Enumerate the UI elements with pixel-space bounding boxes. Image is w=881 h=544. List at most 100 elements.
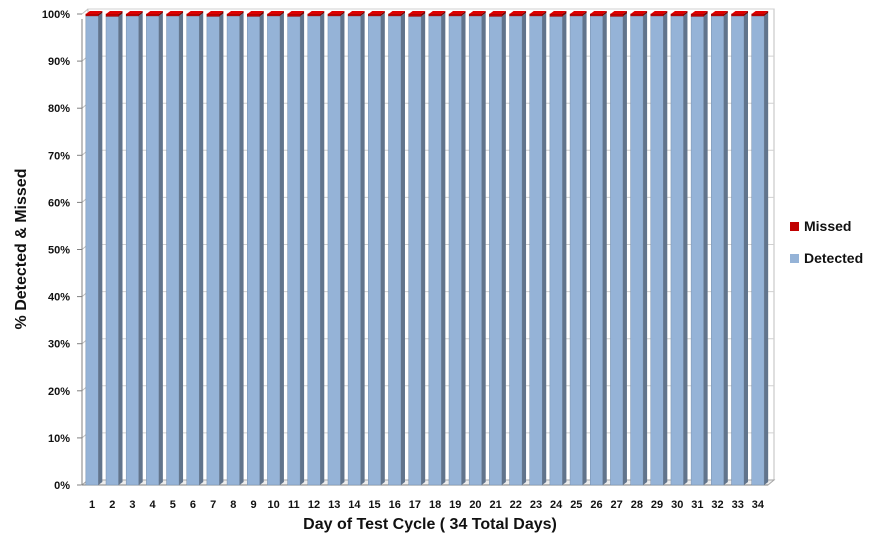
bar-detected-day-1: [85, 12, 103, 486]
bar-detected-day-19: [448, 12, 466, 486]
x-tick-label: 13: [328, 499, 340, 511]
bar-detected-day-33: [731, 12, 748, 486]
bar-missed-day-14: [347, 11, 365, 17]
bar-missed-day-21: [489, 11, 506, 17]
bar-detected-day-10: [267, 12, 284, 486]
bar-missed-day-2: [105, 11, 123, 17]
grid-lines: [81, 8, 775, 486]
bar-detected-day-34: [751, 12, 769, 486]
bar-missed-day-25: [569, 11, 587, 17]
bar-detected-day-4: [146, 12, 163, 486]
x-tick-label: 34: [752, 499, 765, 511]
bar-detected-day-6: [186, 12, 204, 486]
y-tick-label: 40%: [48, 292, 70, 304]
bar-detected-day-5: [166, 12, 184, 486]
x-tick-label: 5: [170, 499, 176, 511]
y-tick-label: 90%: [48, 56, 70, 68]
bar-missed-day-30: [670, 11, 688, 17]
y-axis-title: % Detected & Missed: [13, 169, 30, 330]
x-tick-label: 22: [510, 499, 522, 511]
bar-detected-day-30: [670, 12, 688, 486]
bar-detected-day-7: [206, 13, 224, 486]
bar-missed-day-3: [125, 11, 143, 17]
plot-floor: [80, 479, 776, 486]
x-tick-label: 26: [590, 499, 602, 511]
bar-detected-day-11: [287, 13, 305, 486]
bar-detected-day-8: [226, 12, 244, 486]
bar-detected-day-13: [327, 12, 345, 486]
bar-missed-day-32: [711, 11, 728, 17]
bar-detected-day-15: [368, 12, 385, 486]
bar-missed-day-12: [307, 11, 325, 17]
x-tick-label: 2: [109, 499, 115, 511]
bar-detected-day-18: [428, 12, 446, 486]
x-tick-label: 25: [570, 499, 582, 511]
bar-detected-day-26: [589, 12, 607, 486]
x-tick-label: 6: [190, 499, 196, 511]
x-tick-label: 21: [489, 499, 501, 511]
gridline-depth: [81, 8, 89, 15]
legend: Missed Detected: [790, 216, 863, 280]
bar-missed-day-9: [246, 11, 264, 17]
x-tick-label: 20: [469, 499, 481, 511]
bar-detected-day-23: [529, 12, 547, 486]
x-tick-label: 9: [250, 499, 256, 511]
y-tick-label: 0%: [54, 480, 70, 492]
legend-item-detected: Detected: [790, 248, 863, 268]
y-tick-label: 20%: [48, 386, 70, 398]
bar-detected-day-12: [307, 12, 325, 486]
legend-swatch-missed: [790, 221, 799, 231]
x-tick-label: 27: [611, 499, 623, 511]
y-tick-label: 50%: [48, 245, 70, 257]
legend-item-missed: Missed: [790, 216, 863, 236]
bar-missed-day-26: [589, 11, 607, 17]
bar-missed-day-24: [549, 11, 567, 17]
y-tick-label: 70%: [48, 150, 70, 162]
bar-missed-day-11: [287, 11, 305, 17]
bar-detected-day-31: [690, 13, 708, 486]
bar-missed-day-28: [630, 11, 648, 17]
x-tick-label: 18: [429, 499, 441, 511]
bar-detected-day-27: [610, 13, 627, 486]
y-tick-label: 30%: [48, 339, 70, 351]
x-tick-label: 28: [631, 499, 643, 511]
bar-detected-day-20: [468, 12, 486, 486]
y-tick-label: 10%: [48, 433, 70, 445]
bar-detected-day-21: [489, 13, 506, 486]
bar-detected-day-32: [711, 12, 728, 486]
bar-detected-day-9: [246, 13, 264, 486]
x-tick-label: 8: [230, 499, 236, 511]
x-tick-label: 17: [409, 499, 421, 511]
y-tick-label: 80%: [48, 103, 70, 115]
bar-missed-day-34: [751, 11, 769, 17]
bar-missed-day-23: [529, 11, 547, 17]
x-tick-label: 33: [732, 499, 744, 511]
x-tick-label: 31: [691, 499, 703, 511]
y-tick-label: 60%: [48, 197, 70, 209]
bar-detected-day-16: [388, 12, 405, 486]
bar-missed-day-18: [428, 11, 446, 17]
bar-missed-day-17: [408, 11, 426, 17]
bar-missed-day-13: [327, 11, 345, 17]
y-tick-labels: 0% 10% 20% 30% 40% 50% 60% 70% 80% 90% 100%: [42, 9, 70, 492]
legend-label-detected: Detected: [804, 250, 864, 266]
legend-swatch-detected: [790, 253, 799, 263]
x-tick-label: 15: [368, 499, 380, 511]
x-tick-label: 10: [268, 499, 280, 511]
bar-missed-day-6: [186, 11, 204, 17]
bar-missed-day-29: [650, 11, 668, 17]
x-axis-title: Day of Test Cycle ( 34 Total Days): [303, 516, 557, 533]
bar-detected-day-22: [509, 12, 527, 486]
bar-missed-day-19: [448, 11, 466, 17]
bar-detected-day-28: [630, 12, 648, 486]
x-tick-label: 32: [711, 499, 723, 511]
bar-missed-day-10: [267, 11, 284, 17]
bar-detected-day-17: [408, 13, 426, 486]
x-tick-label: 14: [348, 499, 361, 511]
x-tick-label: 24: [550, 499, 563, 511]
bar-detected-day-24: [549, 13, 567, 486]
x-tick-label: 16: [389, 499, 401, 511]
x-tick-label: 30: [671, 499, 683, 511]
x-tick-label: 4: [150, 499, 157, 511]
